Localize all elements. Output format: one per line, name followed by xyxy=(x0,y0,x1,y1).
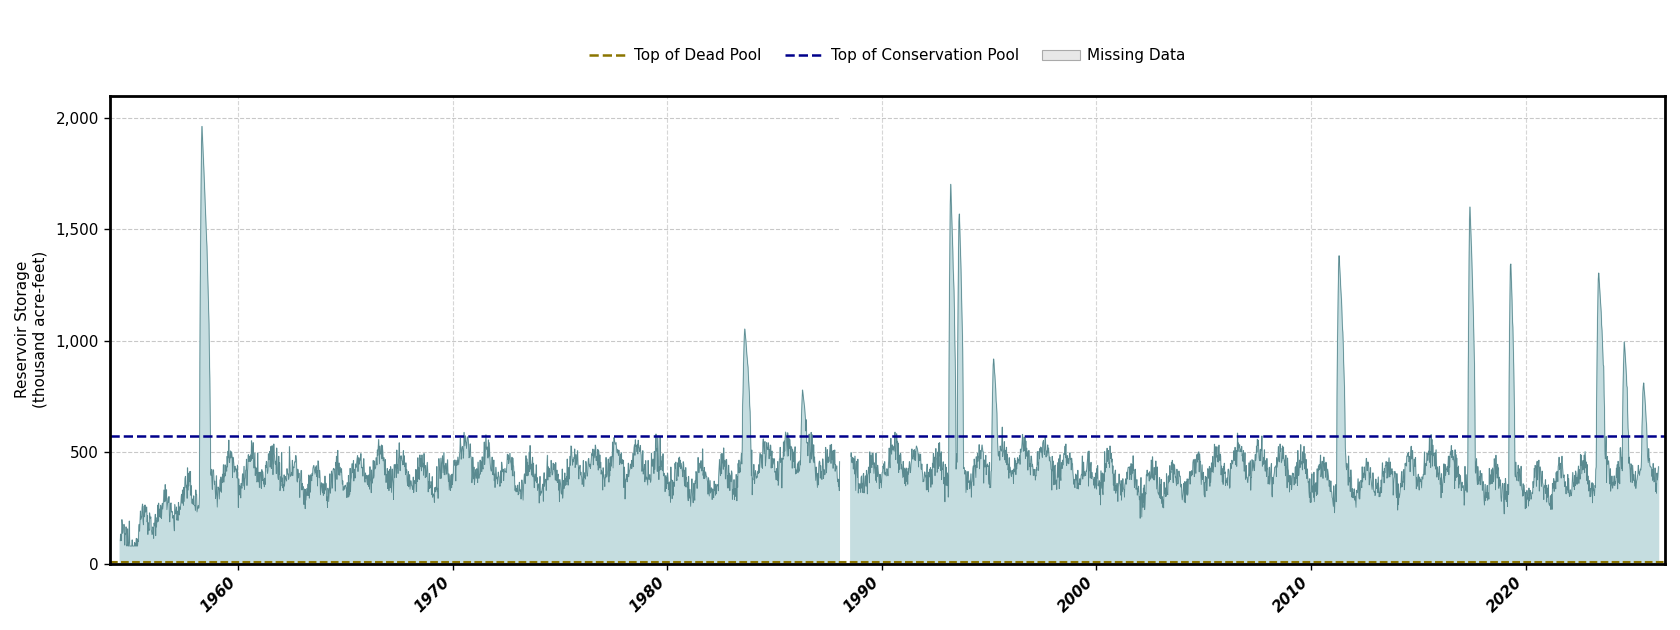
Legend: Top of Dead Pool, Top of Conservation Pool, Missing Data: Top of Dead Pool, Top of Conservation Po… xyxy=(583,42,1193,69)
Bar xyxy=(840,96,850,564)
Y-axis label: Reservoir Storage
(thousand acre-feet): Reservoir Storage (thousand acre-feet) xyxy=(15,251,47,408)
